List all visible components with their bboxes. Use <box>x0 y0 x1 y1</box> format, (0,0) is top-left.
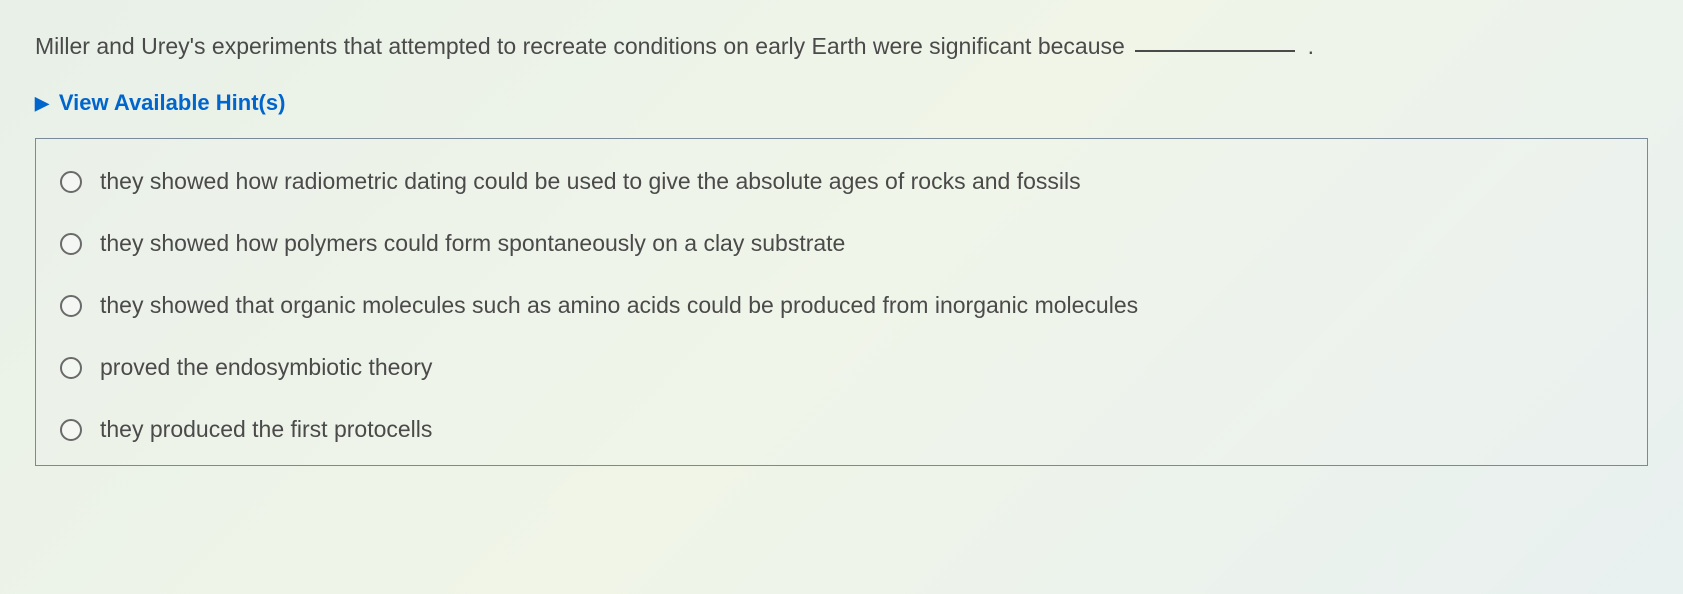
question-text: Miller and Urey's experiments that attem… <box>35 30 1648 62</box>
hint-label: View Available Hint(s) <box>59 90 286 116</box>
radio-icon <box>60 419 82 441</box>
chevron-right-icon: ▶ <box>35 93 49 114</box>
answer-option[interactable]: they showed how polymers could form spon… <box>60 229 1623 259</box>
answer-options-container: they showed how radiometric dating could… <box>35 138 1648 465</box>
fill-blank-line <box>1135 50 1295 52</box>
option-label: they showed that organic molecules such … <box>100 291 1138 321</box>
radio-icon <box>60 357 82 379</box>
option-label: they showed how radiometric dating could… <box>100 167 1081 197</box>
question-trailing: . <box>1308 33 1314 59</box>
radio-icon <box>60 171 82 193</box>
option-label: proved the endosymbiotic theory <box>100 353 432 383</box>
radio-icon <box>60 295 82 317</box>
option-label: they showed how polymers could form spon… <box>100 229 845 259</box>
answer-option[interactable]: they showed that organic molecules such … <box>60 291 1623 321</box>
question-stem: Miller and Urey's experiments that attem… <box>35 33 1125 59</box>
radio-icon <box>60 233 82 255</box>
answer-option[interactable]: they showed how radiometric dating could… <box>60 167 1623 197</box>
answer-option[interactable]: proved the endosymbiotic theory <box>60 353 1623 383</box>
option-label: they produced the first protocells <box>100 415 432 445</box>
answer-option[interactable]: they produced the first protocells <box>60 415 1623 445</box>
view-hints-toggle[interactable]: ▶ View Available Hint(s) <box>35 90 1648 116</box>
